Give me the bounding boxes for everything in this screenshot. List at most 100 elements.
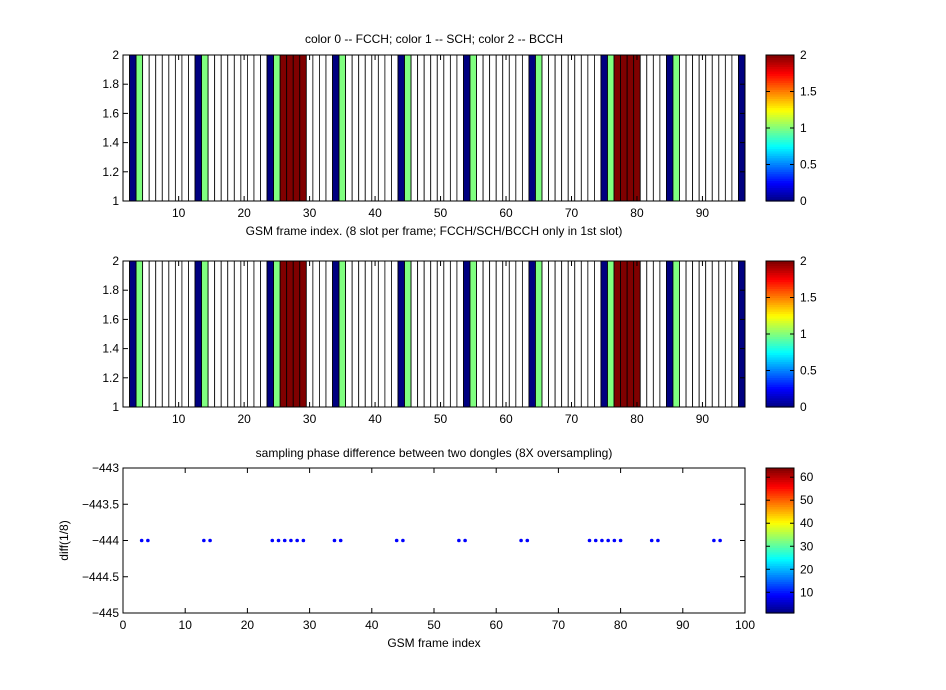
- heatmap-cell: [181, 260, 189, 408]
- colorbar-segment: [766, 474, 794, 478]
- colorbar-segment: [766, 495, 794, 499]
- heatmap-cell: [161, 54, 170, 202]
- scatter-point: [394, 538, 399, 543]
- heatmap-cell: [548, 54, 556, 202]
- scatter-point: [457, 538, 461, 543]
- colorbar-tick-label: 60: [800, 470, 814, 484]
- colorbar-segment: [766, 508, 794, 512]
- heatmap-cell: [188, 54, 196, 202]
- colorbar-segment: [766, 377, 794, 381]
- colorbar-segment: [766, 583, 794, 587]
- colorbar-segment: [766, 66, 794, 70]
- heatmap-cell: [594, 260, 602, 408]
- heatmap-cell: [724, 54, 733, 202]
- heatmap-cell: [685, 54, 694, 202]
- heatmap-cell: [319, 260, 327, 408]
- colorbar-segment: [766, 196, 794, 200]
- x-tick-label: 70: [552, 618, 566, 632]
- scatter-point: [282, 538, 287, 543]
- heatmap-cell: [240, 54, 248, 202]
- heatmap-cell: [391, 54, 399, 202]
- colorbar-segment: [766, 579, 794, 582]
- colorbar-segment: [766, 96, 794, 99]
- heatmap-cell: [672, 260, 680, 408]
- heatmap-cell: [456, 54, 464, 202]
- heatmap-cell: [319, 54, 327, 202]
- colorbar-segment: [766, 84, 794, 88]
- colorbar-segment: [766, 178, 794, 182]
- colorbar-segment: [766, 80, 794, 83]
- scatter-point: [289, 538, 293, 543]
- heatmap-cell: [443, 260, 451, 408]
- heatmap-cell: [371, 260, 379, 408]
- heatmap-cell: [142, 260, 150, 408]
- colorbar-segment: [766, 146, 794, 150]
- chart-title-2: sampling phase difference between two do…: [256, 446, 613, 460]
- colorbar-segment: [766, 395, 794, 399]
- colorbar-segment: [766, 381, 794, 385]
- colorbar-segment: [766, 313, 794, 317]
- x-tick-label: 60: [499, 412, 513, 426]
- y-tick-label: 1: [112, 194, 119, 208]
- colorbar-segment: [766, 105, 794, 109]
- colorbar-segment: [766, 370, 794, 374]
- colorbar-segment: [766, 354, 794, 358]
- heatmap-cell: [476, 260, 484, 408]
- colorbar-segment: [766, 121, 794, 125]
- colorbar-segment: [766, 590, 794, 594]
- heatmap-cell: [404, 260, 412, 408]
- colorbar-segment: [766, 261, 794, 264]
- heatmap-cell: [613, 54, 621, 202]
- heatmap-cell: [266, 260, 274, 408]
- colorbar-segment: [766, 283, 794, 287]
- colorbar-segment: [766, 318, 794, 321]
- heatmap-cell: [233, 260, 242, 408]
- colorbar-segment: [766, 488, 794, 492]
- heatmap-cell: [430, 54, 438, 202]
- colorbar-segment: [766, 359, 794, 362]
- colorbar-segment: [766, 279, 794, 283]
- heatmap-cell: [620, 260, 628, 408]
- heatmap-cell: [449, 54, 458, 202]
- colorbar-segment: [766, 576, 794, 580]
- heatmap-cell: [201, 260, 209, 408]
- colorbar-segment: [766, 128, 794, 131]
- scatter-point: [146, 538, 150, 543]
- heatmap-cell: [181, 54, 189, 202]
- colorbar-segment: [766, 334, 794, 337]
- heatmap-cell: [142, 54, 150, 202]
- heatmap-cell: [731, 260, 739, 408]
- heatmap-cell: [548, 260, 556, 408]
- heatmap-cell: [652, 54, 661, 202]
- colorbar-segment: [766, 155, 794, 159]
- heatmap-cell: [377, 260, 386, 408]
- scatter-point: [295, 538, 299, 543]
- x-tick-label: 50: [434, 412, 448, 426]
- colorbar-segment: [766, 402, 794, 406]
- x-tick-label: 60: [499, 206, 513, 220]
- x-tick-label: 60: [490, 618, 504, 632]
- heatmap-cell: [731, 54, 739, 202]
- heatmap-cell: [541, 260, 549, 408]
- colorbar-tick-label: 50: [800, 493, 814, 507]
- colorbar-segment: [766, 486, 794, 489]
- heatmap-cell: [299, 260, 307, 408]
- heatmap-cell: [508, 54, 517, 202]
- colorbar-frame: [765, 467, 795, 614]
- colorbar-segment: [766, 198, 794, 202]
- colorbar-segment: [766, 175, 794, 179]
- colorbar-segment: [766, 187, 794, 191]
- colorbar-segment: [766, 182, 794, 186]
- colorbar-segment: [766, 603, 794, 607]
- heatmap-cell: [515, 54, 523, 202]
- colorbar-segment: [766, 322, 794, 326]
- y-tick-label: 2: [112, 254, 119, 268]
- heatmap-cell: [463, 54, 471, 202]
- colorbar-segment: [766, 265, 794, 269]
- colorbar-segment: [766, 329, 794, 333]
- heatmap-cell: [692, 54, 700, 202]
- colorbar-segment: [766, 324, 794, 328]
- heatmap-cell: [449, 260, 458, 408]
- colorbar-segment: [766, 365, 794, 369]
- heatmap-cell: [260, 260, 268, 408]
